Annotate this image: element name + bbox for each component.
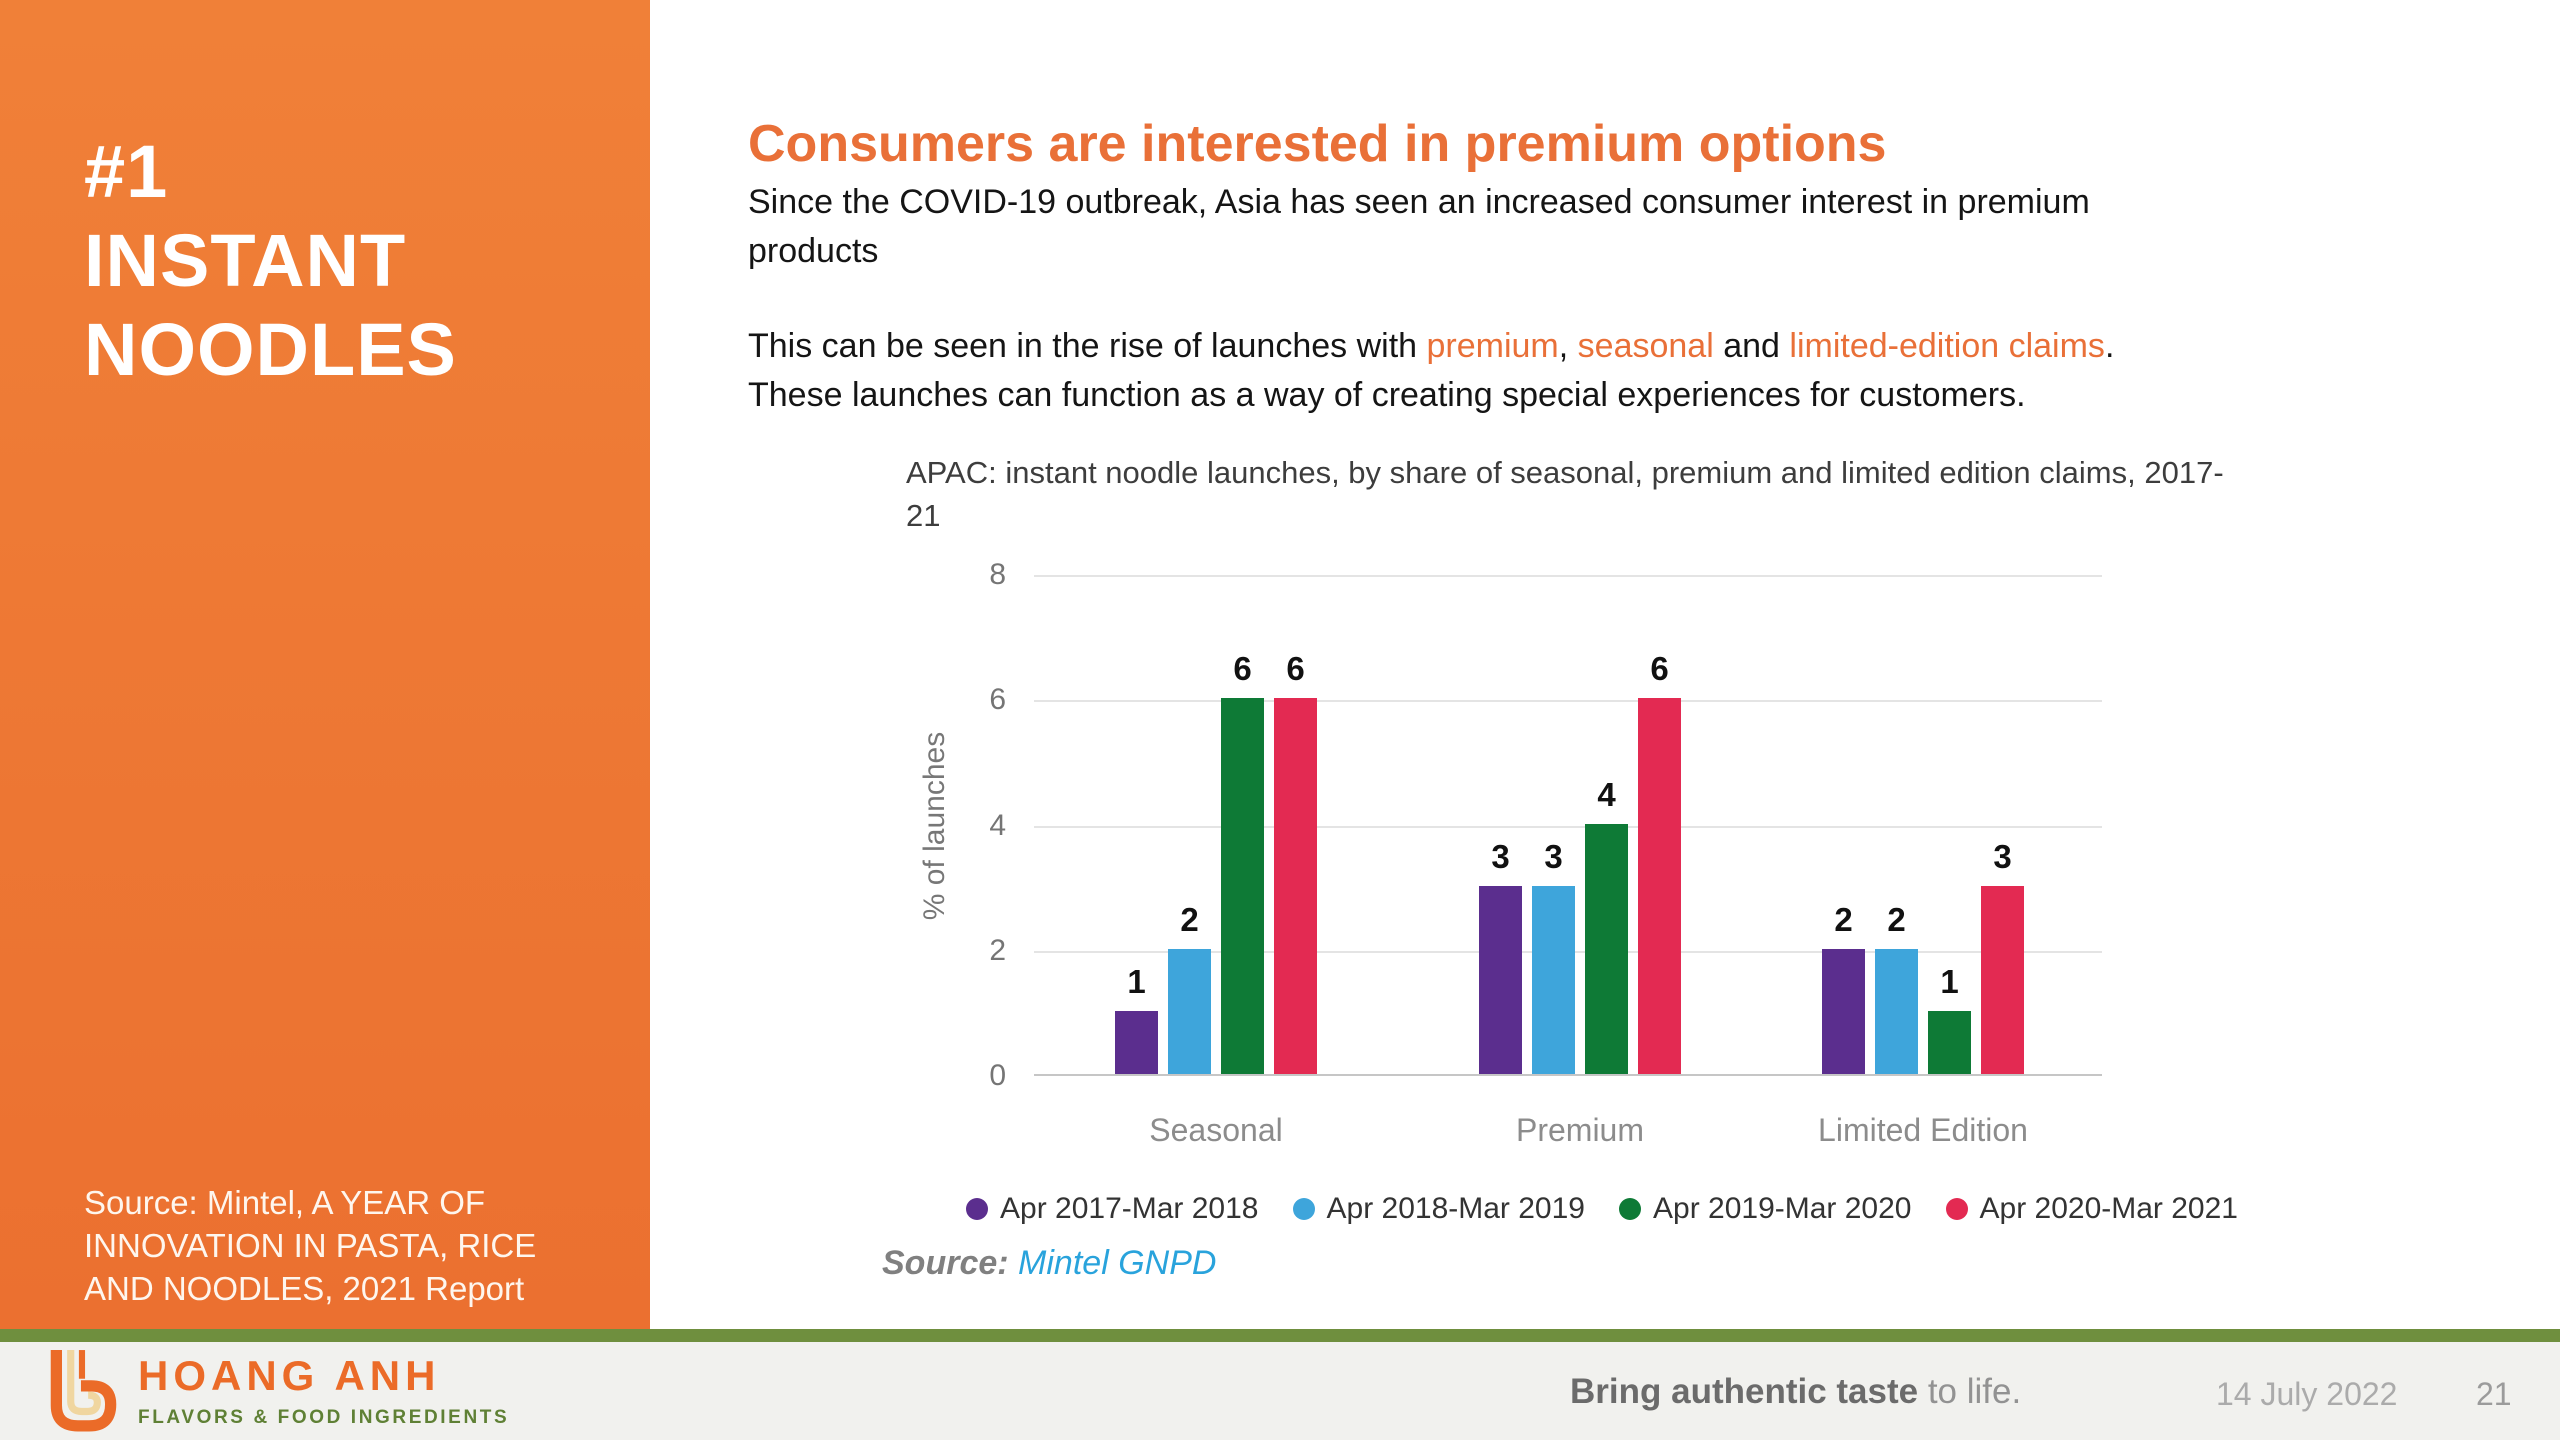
paragraph2-text: . These launches can function as a way o… <box>748 327 2115 414</box>
bar-limited-edition-apr-2020-mar-2021: 3 <box>1981 838 2024 1074</box>
legend-label: Apr 2018-Mar 2019 <box>1326 1192 1586 1225</box>
bar-seasonal-apr-2019-mar-2020: 6 <box>1221 650 1264 1074</box>
logo-tagline: FLAVORS & FOOD INGREDIENTS <box>138 1406 510 1428</box>
bar-limited-edition-apr-2018-mar-2019: 2 <box>1875 901 1918 1074</box>
section-title: #1 INSTANT NOODLES <box>84 130 457 391</box>
highlight-seasonal: seasonal <box>1577 327 1714 365</box>
y-tick-6: 6 <box>989 683 1006 717</box>
legend-item-apr-2019-mar-2020: Apr 2019-Mar 2020 <box>1619 1192 1912 1226</box>
logo-mark-icon <box>50 1350 117 1432</box>
chart-source-label: Source: <box>882 1244 1009 1282</box>
bar-premium-apr-2019-mar-2020: 4 <box>1585 776 1628 1074</box>
bar-value-label: 4 <box>1597 775 1616 813</box>
bar-limited-edition-apr-2017-mar-2018: 2 <box>1822 901 1865 1074</box>
x-category-label-premium: Premium <box>1515 1112 1644 1148</box>
gridline-0 <box>1034 1074 2102 1076</box>
legend-label: Apr 2017-Mar 2018 <box>1000 1192 1259 1225</box>
legend-dot-icon <box>1945 1198 1968 1220</box>
x-category-label-limited-edition: Limited Edition <box>1818 1112 2028 1148</box>
page-number: 21 <box>2476 1376 2512 1412</box>
y-tick-8: 8 <box>989 558 1006 591</box>
bar-value-label: 2 <box>1834 900 1853 938</box>
bar-value-label: 1 <box>1127 963 1146 1001</box>
paragraph2-separator: , <box>1558 327 1578 365</box>
bar-value-label: 3 <box>1491 838 1510 876</box>
gridline-6 <box>1034 700 2102 703</box>
logo-title: HOANG ANH <box>138 1351 441 1399</box>
legend-label: Apr 2019-Mar 2020 <box>1653 1192 1912 1225</box>
bar-value-label: 6 <box>1233 650 1252 688</box>
paragraph2-separator: and <box>1713 327 1790 365</box>
bar-seasonal-apr-2017-mar-2018: 1 <box>1115 963 1158 1074</box>
chart-legend: Apr 2017-Mar 2018 Apr 2018-Mar 2019 Apr 20… <box>966 1192 2238 1226</box>
footer-slogan: Bring authentic taste to life. <box>1570 1372 2021 1412</box>
x-category-label-seasonal: Seasonal <box>1149 1112 1283 1148</box>
bar-seasonal-apr-2020-mar-2021: 6 <box>1274 650 1317 1074</box>
page-title: Consumers are interested in premium opti… <box>748 115 1887 173</box>
bar-value-label: 6 <box>1286 650 1305 688</box>
bar-seasonal-apr-2018-mar-2019: 2 <box>1168 901 1211 1074</box>
footer-slogan-bold: Bring authentic taste <box>1570 1372 1919 1411</box>
legend-item-apr-2017-mar-2018: Apr 2017-Mar 2018 <box>966 1192 1259 1226</box>
paragraph2-text: This can be seen in the rise of launches… <box>748 327 1427 365</box>
legend-dot-icon <box>1292 1198 1315 1220</box>
bar-value-label: 1 <box>1940 963 1959 1001</box>
sidebar: #1 INSTANT NOODLES Source: Mintel, A YEA… <box>0 0 650 1329</box>
body-paragraph-2: This can be seen in the rise of launches… <box>748 322 2448 420</box>
bar-limited-edition-apr-2019-mar-2020: 1 <box>1928 963 1971 1074</box>
footer-date: 14 July 2022 <box>2216 1376 2398 1412</box>
legend-label: Apr 2020-Mar 2021 <box>1979 1192 2239 1225</box>
company-logo: HOANG ANH FLAVORS & FOOD INGREDIENTS <box>46 1348 509 1432</box>
y-tick-0: 0 <box>989 1059 1006 1092</box>
bar-value-label: 3 <box>1544 838 1563 876</box>
bar-value-label: 2 <box>1887 900 1906 938</box>
chart-source: Source: Mintel GNPD <box>882 1244 1216 1283</box>
bar-value-label: 2 <box>1180 900 1199 938</box>
legend-dot-icon <box>1619 1198 1641 1220</box>
bar-premium-apr-2017-mar-2018: 3 <box>1479 838 1522 1074</box>
logo-text-block: HOANG ANH FLAVORS & FOOD INGREDIENTS <box>138 1352 509 1429</box>
y-tick-2: 2 <box>989 933 1006 967</box>
legend-dot-icon <box>966 1198 988 1220</box>
y-tick-4: 4 <box>989 808 1006 842</box>
chart-title: APAC: instant noodle launches, by share … <box>906 455 2224 533</box>
footer-slogan-rest: to life. <box>1918 1372 2022 1411</box>
legend-item-apr-2020-mar-2021: Apr 2020-Mar 2021 <box>1945 1192 2239 1226</box>
bar-value-label: 3 <box>1993 838 2012 876</box>
footer-divider <box>0 1329 2560 1342</box>
body-paragraph-1: Since the COVID-19 outbreak, Asia has se… <box>748 183 2090 270</box>
chart-source-link[interactable]: Mintel GNPD <box>1018 1244 1217 1282</box>
chart-plot: % of launches 0 2 4 6 8 1 2 6 6 Seasonal 3 3 4 6 Premi… <box>918 558 2102 1148</box>
gridline-8 <box>1034 575 2102 577</box>
highlight-premium: premium <box>1426 327 1559 365</box>
bar-premium-apr-2020-mar-2021: 6 <box>1638 650 1681 1074</box>
bar-value-label: 6 <box>1650 650 1669 688</box>
sidebar-source-note: Source: Mintel, A YEAR OF INNOVATION IN … <box>84 1184 537 1307</box>
legend-item-apr-2018-mar-2019: Apr 2018-Mar 2019 <box>1292 1192 1586 1226</box>
highlight-limited-edition: limited-edition claims <box>1789 327 2105 365</box>
footer <box>0 1342 2560 1440</box>
bar-premium-apr-2018-mar-2019: 3 <box>1532 838 1575 1074</box>
gridline-4 <box>1034 825 2102 828</box>
